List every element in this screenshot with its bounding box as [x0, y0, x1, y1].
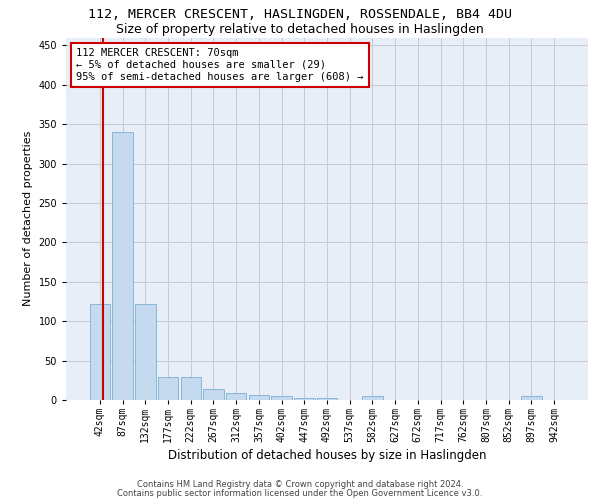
- Text: Contains HM Land Registry data © Crown copyright and database right 2024.: Contains HM Land Registry data © Crown c…: [137, 480, 463, 489]
- Text: 112 MERCER CRESCENT: 70sqm
← 5% of detached houses are smaller (29)
95% of semi-: 112 MERCER CRESCENT: 70sqm ← 5% of detac…: [76, 48, 364, 82]
- X-axis label: Distribution of detached houses by size in Haslingden: Distribution of detached houses by size …: [168, 449, 486, 462]
- Bar: [362, 396, 383, 400]
- Bar: [521, 396, 542, 400]
- Text: Contains public sector information licensed under the Open Government Licence v3: Contains public sector information licen…: [118, 488, 482, 498]
- Bar: [112, 132, 133, 400]
- Bar: [294, 398, 314, 400]
- Bar: [271, 396, 292, 400]
- Bar: [226, 393, 247, 400]
- Bar: [135, 304, 155, 400]
- Bar: [158, 377, 178, 400]
- Bar: [181, 377, 201, 400]
- Text: Size of property relative to detached houses in Haslingden: Size of property relative to detached ho…: [116, 22, 484, 36]
- Y-axis label: Number of detached properties: Number of detached properties: [23, 131, 33, 306]
- Bar: [317, 398, 337, 400]
- Bar: [203, 389, 224, 400]
- Text: 112, MERCER CRESCENT, HASLINGDEN, ROSSENDALE, BB4 4DU: 112, MERCER CRESCENT, HASLINGDEN, ROSSEN…: [88, 8, 512, 20]
- Bar: [90, 304, 110, 400]
- Bar: [248, 396, 269, 400]
